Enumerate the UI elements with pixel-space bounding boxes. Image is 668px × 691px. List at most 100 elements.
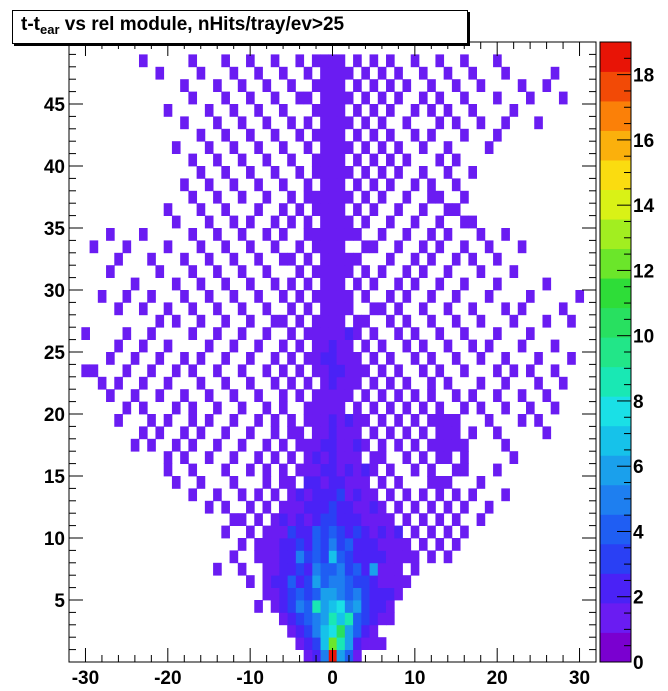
color-scale-swatch [600, 573, 631, 604]
heatmap-cell [287, 476, 296, 489]
heatmap-cell [270, 166, 280, 179]
heatmap-cell [171, 438, 181, 452]
heatmap-cell [336, 649, 346, 663]
heatmap-cell [278, 339, 288, 353]
heatmap-cell [311, 54, 321, 68]
heatmap-cell [517, 240, 527, 254]
heatmap-cell [155, 314, 165, 328]
heatmap-cell [237, 116, 247, 130]
heatmap-cell [237, 364, 247, 378]
heatmap-cell [361, 290, 370, 303]
heatmap-cell [229, 215, 239, 229]
heatmap-cell [204, 178, 214, 192]
heatmap-cell [114, 414, 123, 427]
heatmap-cell [410, 562, 420, 576]
heatmap-cell [188, 228, 198, 241]
heatmap-cell [262, 364, 272, 378]
heatmap-cell [361, 91, 370, 105]
heatmap-cell [517, 414, 527, 427]
heatmap-cell [229, 339, 239, 353]
heatmap-cell [188, 463, 198, 477]
heatmap-cell [320, 364, 329, 378]
heatmap-cell [295, 426, 305, 440]
heatmap-cell [361, 414, 370, 427]
heatmap-cell [221, 166, 230, 179]
heatmap-cell [418, 166, 428, 179]
heatmap-cell [287, 624, 296, 638]
heatmap-cell [303, 624, 313, 638]
heatmap-cell [534, 116, 543, 130]
heatmap-cell [320, 500, 329, 514]
heatmap-cell [138, 426, 148, 440]
heatmap-cell [468, 488, 477, 502]
heatmap-cell [130, 438, 140, 452]
heatmap-cell [369, 128, 379, 142]
heatmap-cell [402, 401, 412, 415]
heatmap-cell [287, 190, 296, 204]
z-tick-label: 0 [633, 653, 644, 674]
heatmap-cell [147, 364, 156, 378]
heatmap-cell [344, 228, 354, 241]
heatmap-cell [361, 513, 370, 526]
heatmap-cell [311, 426, 321, 440]
heatmap-cell [204, 104, 214, 117]
heatmap-cell [386, 575, 395, 588]
color-scale-swatch [600, 101, 631, 131]
heatmap-cell [278, 513, 288, 526]
heatmap-cell [353, 476, 362, 489]
heatmap-cell [328, 141, 338, 154]
heatmap-cell [353, 79, 362, 92]
heatmap-cell [328, 54, 338, 68]
heatmap-cell [336, 513, 346, 526]
heatmap-cell [229, 451, 239, 464]
heatmap-cell [558, 91, 568, 105]
color-scale-swatch [600, 425, 631, 456]
heatmap-cell [262, 476, 272, 489]
heatmap-cell [418, 91, 428, 105]
heatmap-cell [246, 352, 255, 365]
heatmap-cell [328, 240, 338, 254]
heatmap-cell [526, 327, 535, 340]
heatmap-cell [320, 339, 329, 353]
heatmap-cell [443, 426, 453, 440]
heatmap-cell [369, 203, 379, 216]
heatmap-cell [328, 128, 338, 142]
heatmap-cell [501, 401, 510, 415]
heatmap-cell [303, 376, 313, 390]
heatmap-cell [361, 240, 370, 254]
heatmap-cell [435, 414, 445, 427]
heatmap-cell [163, 451, 173, 464]
heatmap-cell [303, 612, 313, 626]
heatmap-cell [221, 240, 230, 254]
heatmap-cell [336, 302, 346, 316]
heatmap-cell [394, 525, 403, 539]
heatmap-cell [386, 252, 395, 266]
heatmap-cell [542, 79, 552, 92]
heatmap-cell [303, 352, 313, 365]
heatmap-cell [287, 302, 296, 316]
heatmap-cell [328, 166, 338, 179]
heatmap-cell [171, 141, 181, 154]
heatmap-cell [427, 476, 436, 489]
heatmap-cell [402, 116, 412, 130]
heatmap-cell [526, 401, 535, 415]
heatmap-cell [344, 290, 354, 303]
heatmap-cell [320, 649, 329, 663]
heatmap-cell [295, 166, 305, 179]
heatmap-cell [336, 624, 346, 638]
heatmap-cell [221, 54, 230, 68]
heatmap-cell [394, 302, 403, 316]
heatmap-cell [410, 54, 420, 68]
heatmap-cell [427, 290, 436, 303]
heatmap-cell [443, 203, 453, 216]
heatmap-cell [155, 66, 165, 80]
heatmap-cell [460, 463, 469, 477]
heatmap-cell [336, 376, 346, 390]
heatmap-cell [196, 240, 206, 254]
color-scale-swatch [600, 219, 631, 250]
heatmap-cell [320, 637, 329, 650]
heatmap-cell [237, 438, 247, 452]
heatmap-cell [451, 116, 461, 130]
heatmap-cell [460, 451, 469, 464]
heatmap-cell [361, 339, 370, 353]
